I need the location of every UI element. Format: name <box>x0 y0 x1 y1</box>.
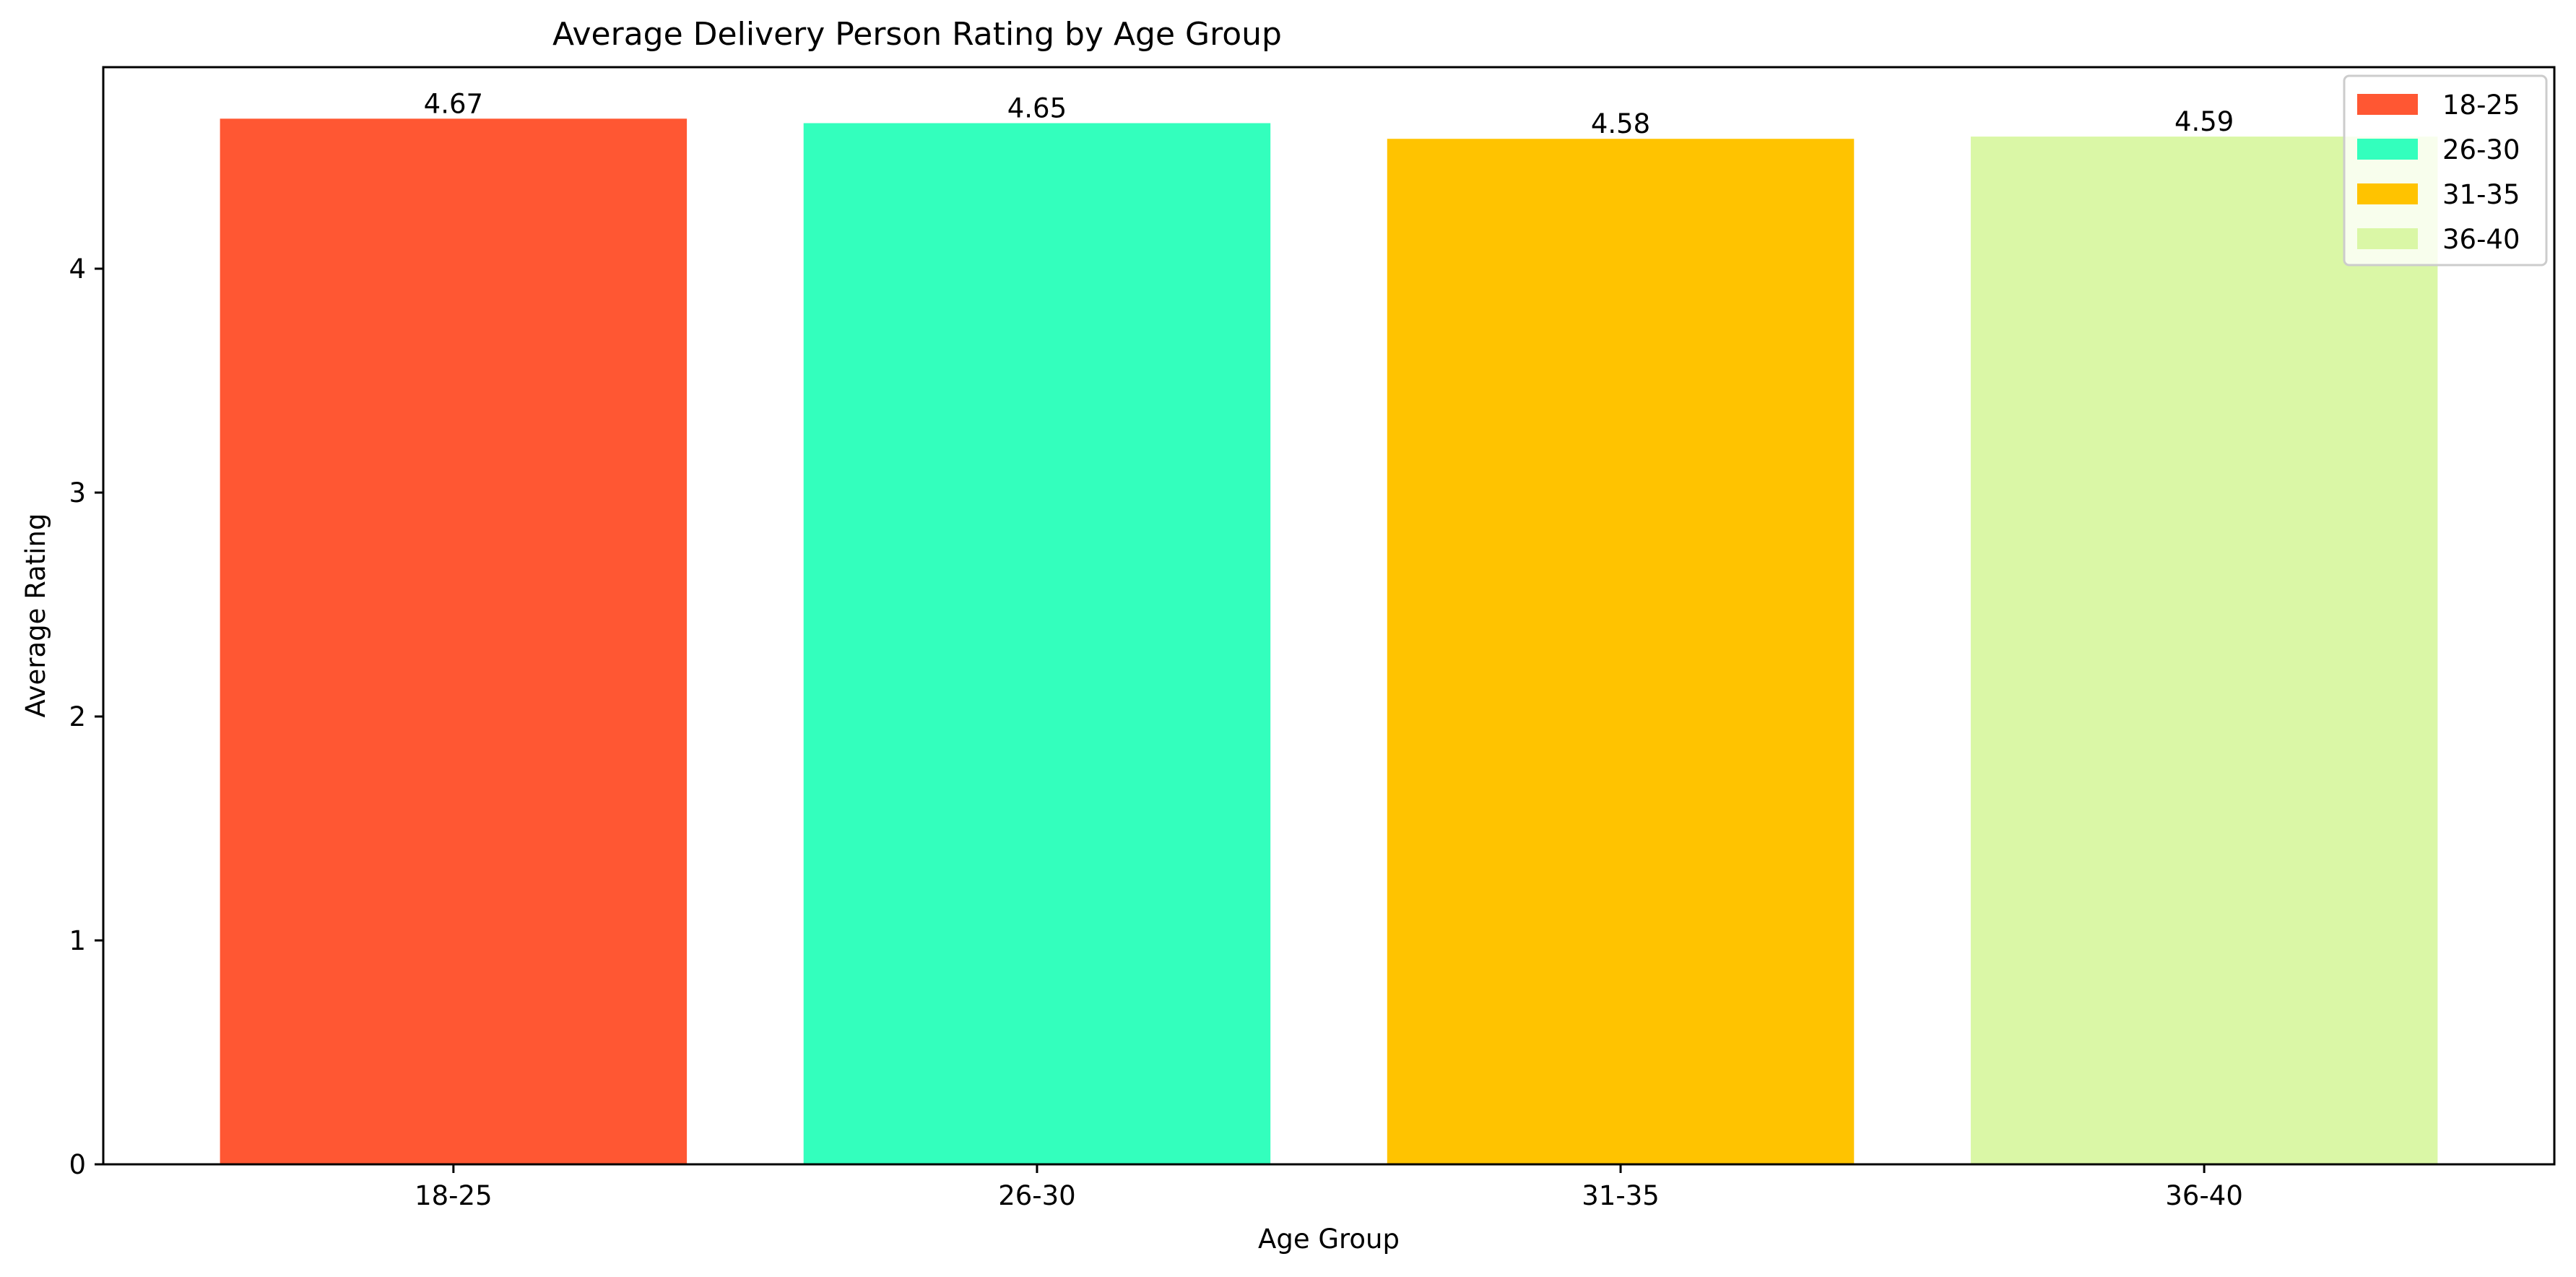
x-tick-label: 31-35 <box>1582 1180 1660 1211</box>
bar-value-label: 4.59 <box>2174 106 2234 137</box>
bar-value-label: 4.67 <box>424 88 483 119</box>
bar-26-30 <box>803 123 1271 1164</box>
legend-entries: 18-25 26-30 31-35 36-40 <box>2357 90 2520 255</box>
y-tick-label: 0 <box>69 1149 86 1180</box>
y-tick-label: 3 <box>69 477 86 508</box>
y-tick-label: 1 <box>69 925 86 956</box>
legend: 18-25 26-30 31-35 36-40 <box>2343 74 2548 267</box>
x-tick-label: 26-30 <box>998 1180 1076 1211</box>
bar-36-40 <box>1970 137 2438 1165</box>
x-axis-label: Age Group <box>1258 1224 1400 1255</box>
legend-swatch <box>2357 183 2418 204</box>
y-axis: 0 1 2 3 4 <box>69 254 103 1180</box>
y-tick-label: 2 <box>69 701 86 732</box>
y-tick-label: 4 <box>69 254 86 285</box>
plot-frame <box>102 66 2556 1166</box>
bar-value-label: 4.58 <box>1591 108 1650 139</box>
legend-swatch <box>2357 228 2418 249</box>
x-axis: 18-25 26-30 31-35 36-40 <box>415 1164 2243 1211</box>
legend-box <box>2343 74 2548 267</box>
legend-label: 18-25 <box>2442 90 2520 121</box>
x-tick-label: 18-25 <box>415 1180 493 1211</box>
legend-swatch <box>2357 94 2418 115</box>
bar-value-label: 4.65 <box>1007 93 1067 124</box>
bars-layer <box>220 118 2438 1165</box>
bar-value-labels: 4.67 4.65 4.58 4.59 <box>424 88 2234 139</box>
legend-label: 26-30 <box>2442 134 2520 165</box>
bar-31-35 <box>1387 139 1855 1165</box>
legend-swatch <box>2357 139 2418 160</box>
legend-label: 36-40 <box>2442 224 2520 255</box>
y-axis-label: Average Rating <box>20 514 51 718</box>
x-tick-label: 36-40 <box>2165 1180 2243 1211</box>
legend-label: 31-35 <box>2442 179 2520 210</box>
chart-title: Average Delivery Person Rating by Age Gr… <box>552 16 1282 53</box>
bar-18-25 <box>220 118 688 1164</box>
